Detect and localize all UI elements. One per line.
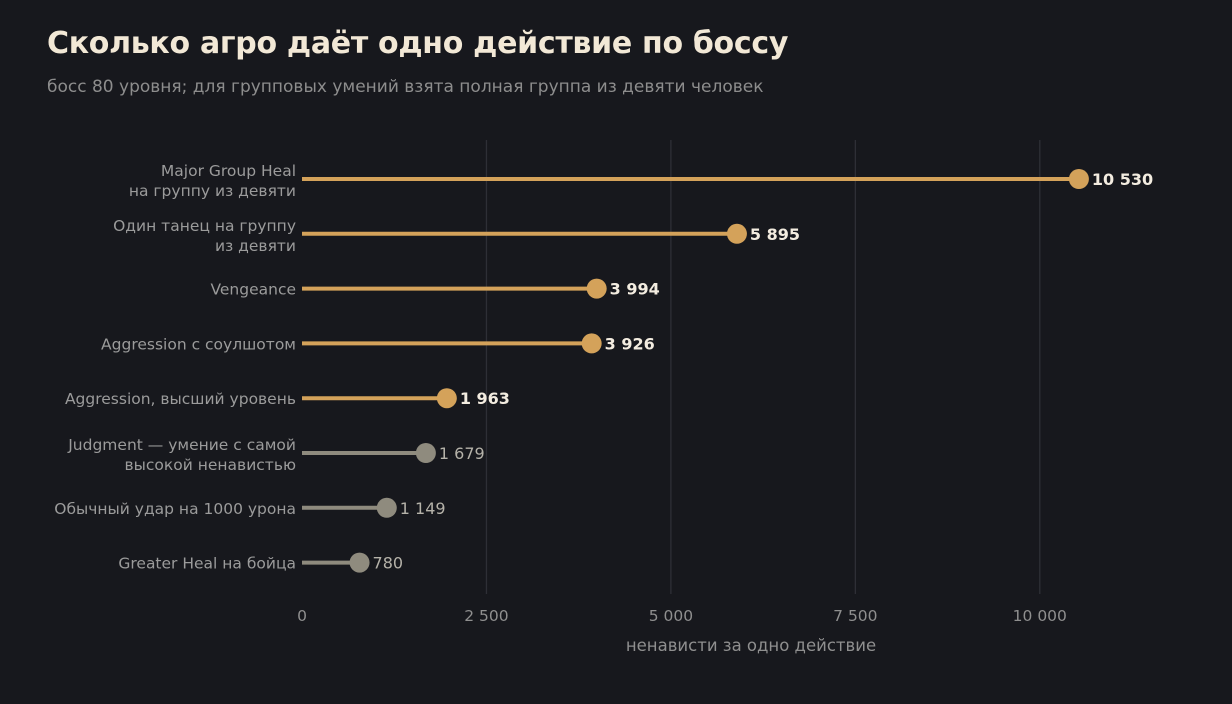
category-label: Vengeance bbox=[210, 281, 296, 299]
category-label: Major Group Heal на группу из девяти bbox=[129, 162, 296, 200]
lollipop-dot bbox=[1068, 169, 1089, 189]
value-label: 1 679 bbox=[439, 444, 485, 463]
category-label-line: на группу из девяти bbox=[129, 182, 296, 200]
category-label: Обычный удар на 1000 урона bbox=[54, 500, 296, 518]
category-label-line: Vengeance bbox=[210, 281, 296, 299]
category-label-line: Обычный удар на 1000 урона bbox=[54, 500, 296, 518]
category-label-line: Judgment — умение с самой bbox=[67, 436, 296, 454]
category-label: Judgment — умение с самой высокой ненавис… bbox=[67, 436, 296, 474]
lollipop-dot bbox=[581, 333, 602, 354]
x-tick-label: 0 bbox=[297, 607, 307, 625]
x-tick-label: 10 000 bbox=[1013, 607, 1067, 625]
category-label: Aggression, высший уровень bbox=[65, 390, 296, 408]
x-axis-ticks: 0 2 500 5 000 7 500 10 000 bbox=[297, 607, 1067, 625]
lollipop-dot bbox=[349, 552, 370, 573]
value-label: 10 530 bbox=[1092, 170, 1153, 189]
lollipop-dot bbox=[586, 278, 607, 299]
value-label: 5 895 bbox=[750, 225, 800, 244]
category-label: Aggression с соулшотом bbox=[101, 335, 296, 353]
x-tick-label: 2 500 bbox=[464, 607, 508, 625]
x-axis-title: ненависти за одно действие bbox=[626, 636, 876, 655]
value-label: 780 bbox=[373, 554, 404, 573]
category-label: Один танец на группу из девяти bbox=[113, 217, 296, 255]
category-label-line: Один танец на группу bbox=[113, 217, 296, 235]
value-label: 1 963 bbox=[460, 389, 510, 408]
lollipop-dot bbox=[436, 388, 457, 409]
category-labels: Major Group Heal на группу из девяти Один … bbox=[54, 162, 296, 573]
x-tick-label: 7 500 bbox=[833, 607, 877, 625]
value-label: 3 994 bbox=[610, 280, 660, 299]
category-label-line: Aggression с соулшотом bbox=[101, 335, 296, 353]
chart-subtitle: босс 80 уровня; для групповых умений взя… bbox=[47, 77, 764, 97]
value-label: 1 149 bbox=[400, 499, 446, 518]
category-label-line: Aggression, высший уровень bbox=[65, 390, 296, 408]
chart-title: Сколько агро даёт одно действие по боссу bbox=[47, 26, 789, 61]
category-label-line: из девяти bbox=[215, 237, 296, 255]
lollipop-dot bbox=[376, 497, 397, 518]
category-label: Greater Heal на бойца bbox=[118, 555, 296, 573]
grid-lines bbox=[485, 140, 1041, 594]
category-label-line: Major Group Heal bbox=[161, 162, 296, 180]
lollipop-dot bbox=[726, 223, 747, 244]
category-label-line: высокой ненавистью bbox=[125, 456, 296, 474]
lollipop-marks: 10 530 5 895 3 994 3 926 1 963 1 679 1 149 780 bbox=[302, 169, 1153, 573]
value-label: 3 926 bbox=[605, 334, 655, 353]
lollipop-dot bbox=[415, 443, 436, 463]
category-label-line: Greater Heal на бойца bbox=[118, 555, 296, 573]
x-tick-label: 5 000 bbox=[649, 607, 693, 625]
